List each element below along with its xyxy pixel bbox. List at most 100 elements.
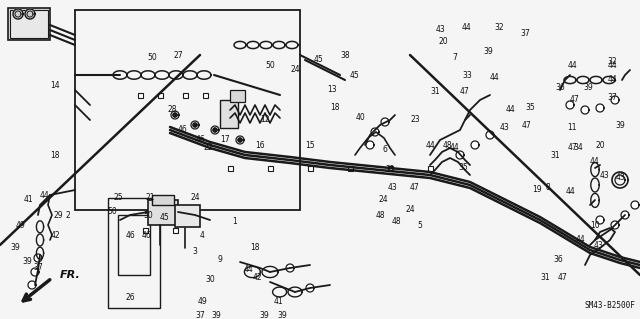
Text: 44: 44: [565, 188, 575, 197]
Text: 29: 29: [53, 211, 63, 219]
Text: 44: 44: [462, 24, 472, 33]
Text: 39: 39: [583, 84, 593, 93]
Text: 47: 47: [522, 121, 532, 130]
Text: 41: 41: [273, 298, 283, 307]
Bar: [148, 200, 178, 225]
Text: 39: 39: [259, 310, 269, 319]
Text: SM43-B2500F: SM43-B2500F: [584, 301, 635, 310]
Text: 24: 24: [190, 194, 200, 203]
Polygon shape: [171, 111, 179, 119]
Polygon shape: [621, 211, 629, 219]
Text: 28: 28: [167, 106, 177, 115]
Text: 38: 38: [340, 50, 350, 60]
Polygon shape: [366, 141, 374, 149]
Bar: [75, 10, 300, 210]
Bar: [348, 166, 353, 170]
Bar: [143, 227, 147, 233]
Text: 24: 24: [405, 205, 415, 214]
Text: 44: 44: [607, 76, 617, 85]
Text: 49: 49: [198, 298, 208, 307]
Polygon shape: [471, 141, 479, 149]
Text: 39: 39: [22, 257, 32, 266]
Text: 39: 39: [10, 243, 20, 253]
Text: 36: 36: [555, 84, 565, 93]
Text: 2: 2: [66, 211, 70, 219]
Polygon shape: [191, 121, 199, 129]
Text: 15: 15: [305, 140, 315, 150]
Text: 45: 45: [350, 70, 360, 79]
Text: 23: 23: [410, 115, 420, 124]
Polygon shape: [581, 106, 589, 114]
Text: 44: 44: [607, 61, 617, 70]
Polygon shape: [596, 216, 604, 224]
Text: 49: 49: [15, 220, 25, 229]
Text: 20: 20: [595, 140, 605, 150]
Text: 39: 39: [277, 310, 287, 319]
Text: 20: 20: [438, 38, 448, 47]
Text: 44: 44: [449, 144, 459, 152]
Text: 18: 18: [51, 151, 60, 160]
Text: 45: 45: [313, 56, 323, 64]
Text: 44: 44: [590, 158, 600, 167]
Polygon shape: [486, 131, 494, 139]
Text: 48: 48: [391, 218, 401, 226]
Text: 11: 11: [567, 123, 577, 132]
Text: 44: 44: [567, 61, 577, 70]
Text: 40: 40: [355, 114, 365, 122]
Text: 39: 39: [211, 310, 221, 319]
Text: 24: 24: [378, 196, 388, 204]
Text: 19: 19: [532, 186, 542, 195]
Text: 47: 47: [460, 87, 470, 97]
Text: 30: 30: [205, 276, 215, 285]
Text: 7: 7: [452, 54, 458, 63]
Bar: [10, 10, 48, 38]
Text: 37: 37: [520, 29, 530, 39]
Text: 43: 43: [500, 123, 510, 132]
Text: 32: 32: [494, 24, 504, 33]
Text: 31: 31: [540, 273, 550, 283]
Polygon shape: [211, 126, 219, 134]
Text: 10: 10: [590, 220, 600, 229]
Text: 24: 24: [290, 65, 300, 75]
Bar: [230, 90, 245, 102]
Polygon shape: [566, 101, 574, 109]
Bar: [227, 166, 232, 170]
Text: 25: 25: [113, 194, 123, 203]
Polygon shape: [236, 136, 244, 144]
Text: 42: 42: [50, 231, 60, 240]
Text: 48: 48: [375, 211, 385, 219]
Bar: [8, 8, 50, 40]
Polygon shape: [611, 96, 619, 104]
Text: 37: 37: [33, 263, 43, 272]
Text: 3: 3: [193, 248, 197, 256]
Polygon shape: [286, 264, 294, 272]
Text: 43: 43: [435, 26, 445, 34]
Text: 33: 33: [462, 70, 472, 79]
Polygon shape: [611, 221, 619, 229]
Polygon shape: [13, 9, 23, 19]
Bar: [220, 100, 238, 128]
Text: 39: 39: [615, 121, 625, 130]
Bar: [173, 227, 177, 233]
Text: 12: 12: [260, 115, 269, 124]
Text: 47: 47: [567, 144, 577, 152]
Polygon shape: [631, 201, 639, 209]
Text: 21: 21: [145, 194, 155, 203]
Text: 16: 16: [255, 140, 265, 150]
Bar: [387, 166, 392, 170]
Text: 46: 46: [142, 231, 152, 240]
Bar: [428, 166, 433, 170]
Polygon shape: [306, 284, 314, 292]
Text: 47: 47: [570, 95, 580, 105]
Text: 44: 44: [490, 73, 500, 83]
Text: 44: 44: [505, 106, 515, 115]
Bar: [152, 195, 174, 205]
Text: 50: 50: [107, 207, 117, 217]
Polygon shape: [25, 9, 35, 19]
Bar: [202, 93, 207, 98]
Polygon shape: [456, 151, 464, 159]
Text: FR.: FR.: [60, 270, 81, 280]
Polygon shape: [173, 113, 177, 117]
Text: 41: 41: [23, 196, 33, 204]
Text: 18: 18: [250, 243, 260, 253]
